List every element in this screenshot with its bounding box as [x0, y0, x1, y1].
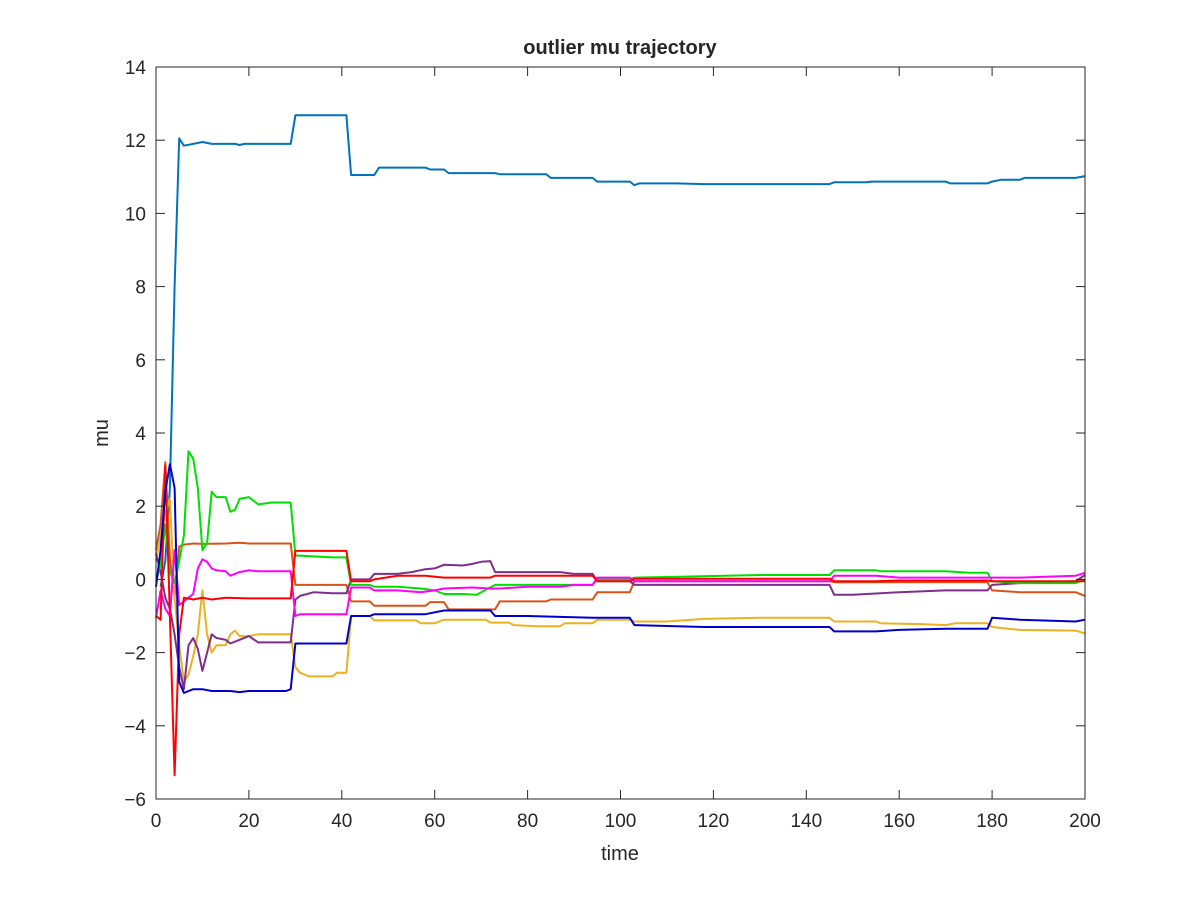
tick-layer: 0 20 40 60 80 100 120 140 160 180 200 −6 −4 −2 0 2 4 6 8 10…: [124, 58, 1101, 832]
series-line-5: [155, 450, 1086, 596]
x-tick-label: 100: [605, 811, 637, 832]
y-tick-label: 14: [125, 58, 147, 79]
y-tick-label: 8: [135, 278, 146, 299]
series-layer: [155, 114, 1086, 777]
x-tick-label: 180: [976, 811, 1008, 832]
y-tick-label: 12: [125, 131, 146, 152]
y-tick-label: 2: [135, 497, 146, 518]
y-tick-label: −4: [124, 717, 146, 738]
y-tick-label: 0: [135, 570, 146, 591]
series-line-1: [159, 114, 1086, 587]
x-tick-label: 20: [238, 811, 259, 832]
x-tick-label: 140: [790, 811, 822, 832]
x-tick-label: 80: [517, 811, 538, 832]
x-tick-label: 60: [424, 811, 445, 832]
plot-area: [156, 67, 1085, 799]
y-tick-label: 6: [135, 351, 146, 372]
series-line-6: [155, 549, 1086, 618]
x-axis-label: time: [601, 843, 639, 865]
series-line-7: [155, 464, 1085, 777]
x-tick-label: 200: [1069, 811, 1101, 832]
y-tick-label: 4: [135, 424, 146, 445]
y-axis-label: mu: [91, 419, 113, 447]
x-tick-label: 160: [883, 811, 915, 832]
x-tick-label: 120: [698, 811, 730, 832]
series-line-8: [155, 463, 1086, 694]
x-tick-label: 40: [331, 811, 352, 832]
chart-title: outlier mu trajectory: [523, 37, 717, 59]
x-tick-label: 0: [151, 811, 162, 832]
y-tick-label: −2: [124, 644, 146, 665]
series-line-4: [155, 553, 1086, 691]
y-tick-label: −6: [124, 790, 146, 811]
y-tick-label: 10: [125, 204, 146, 225]
